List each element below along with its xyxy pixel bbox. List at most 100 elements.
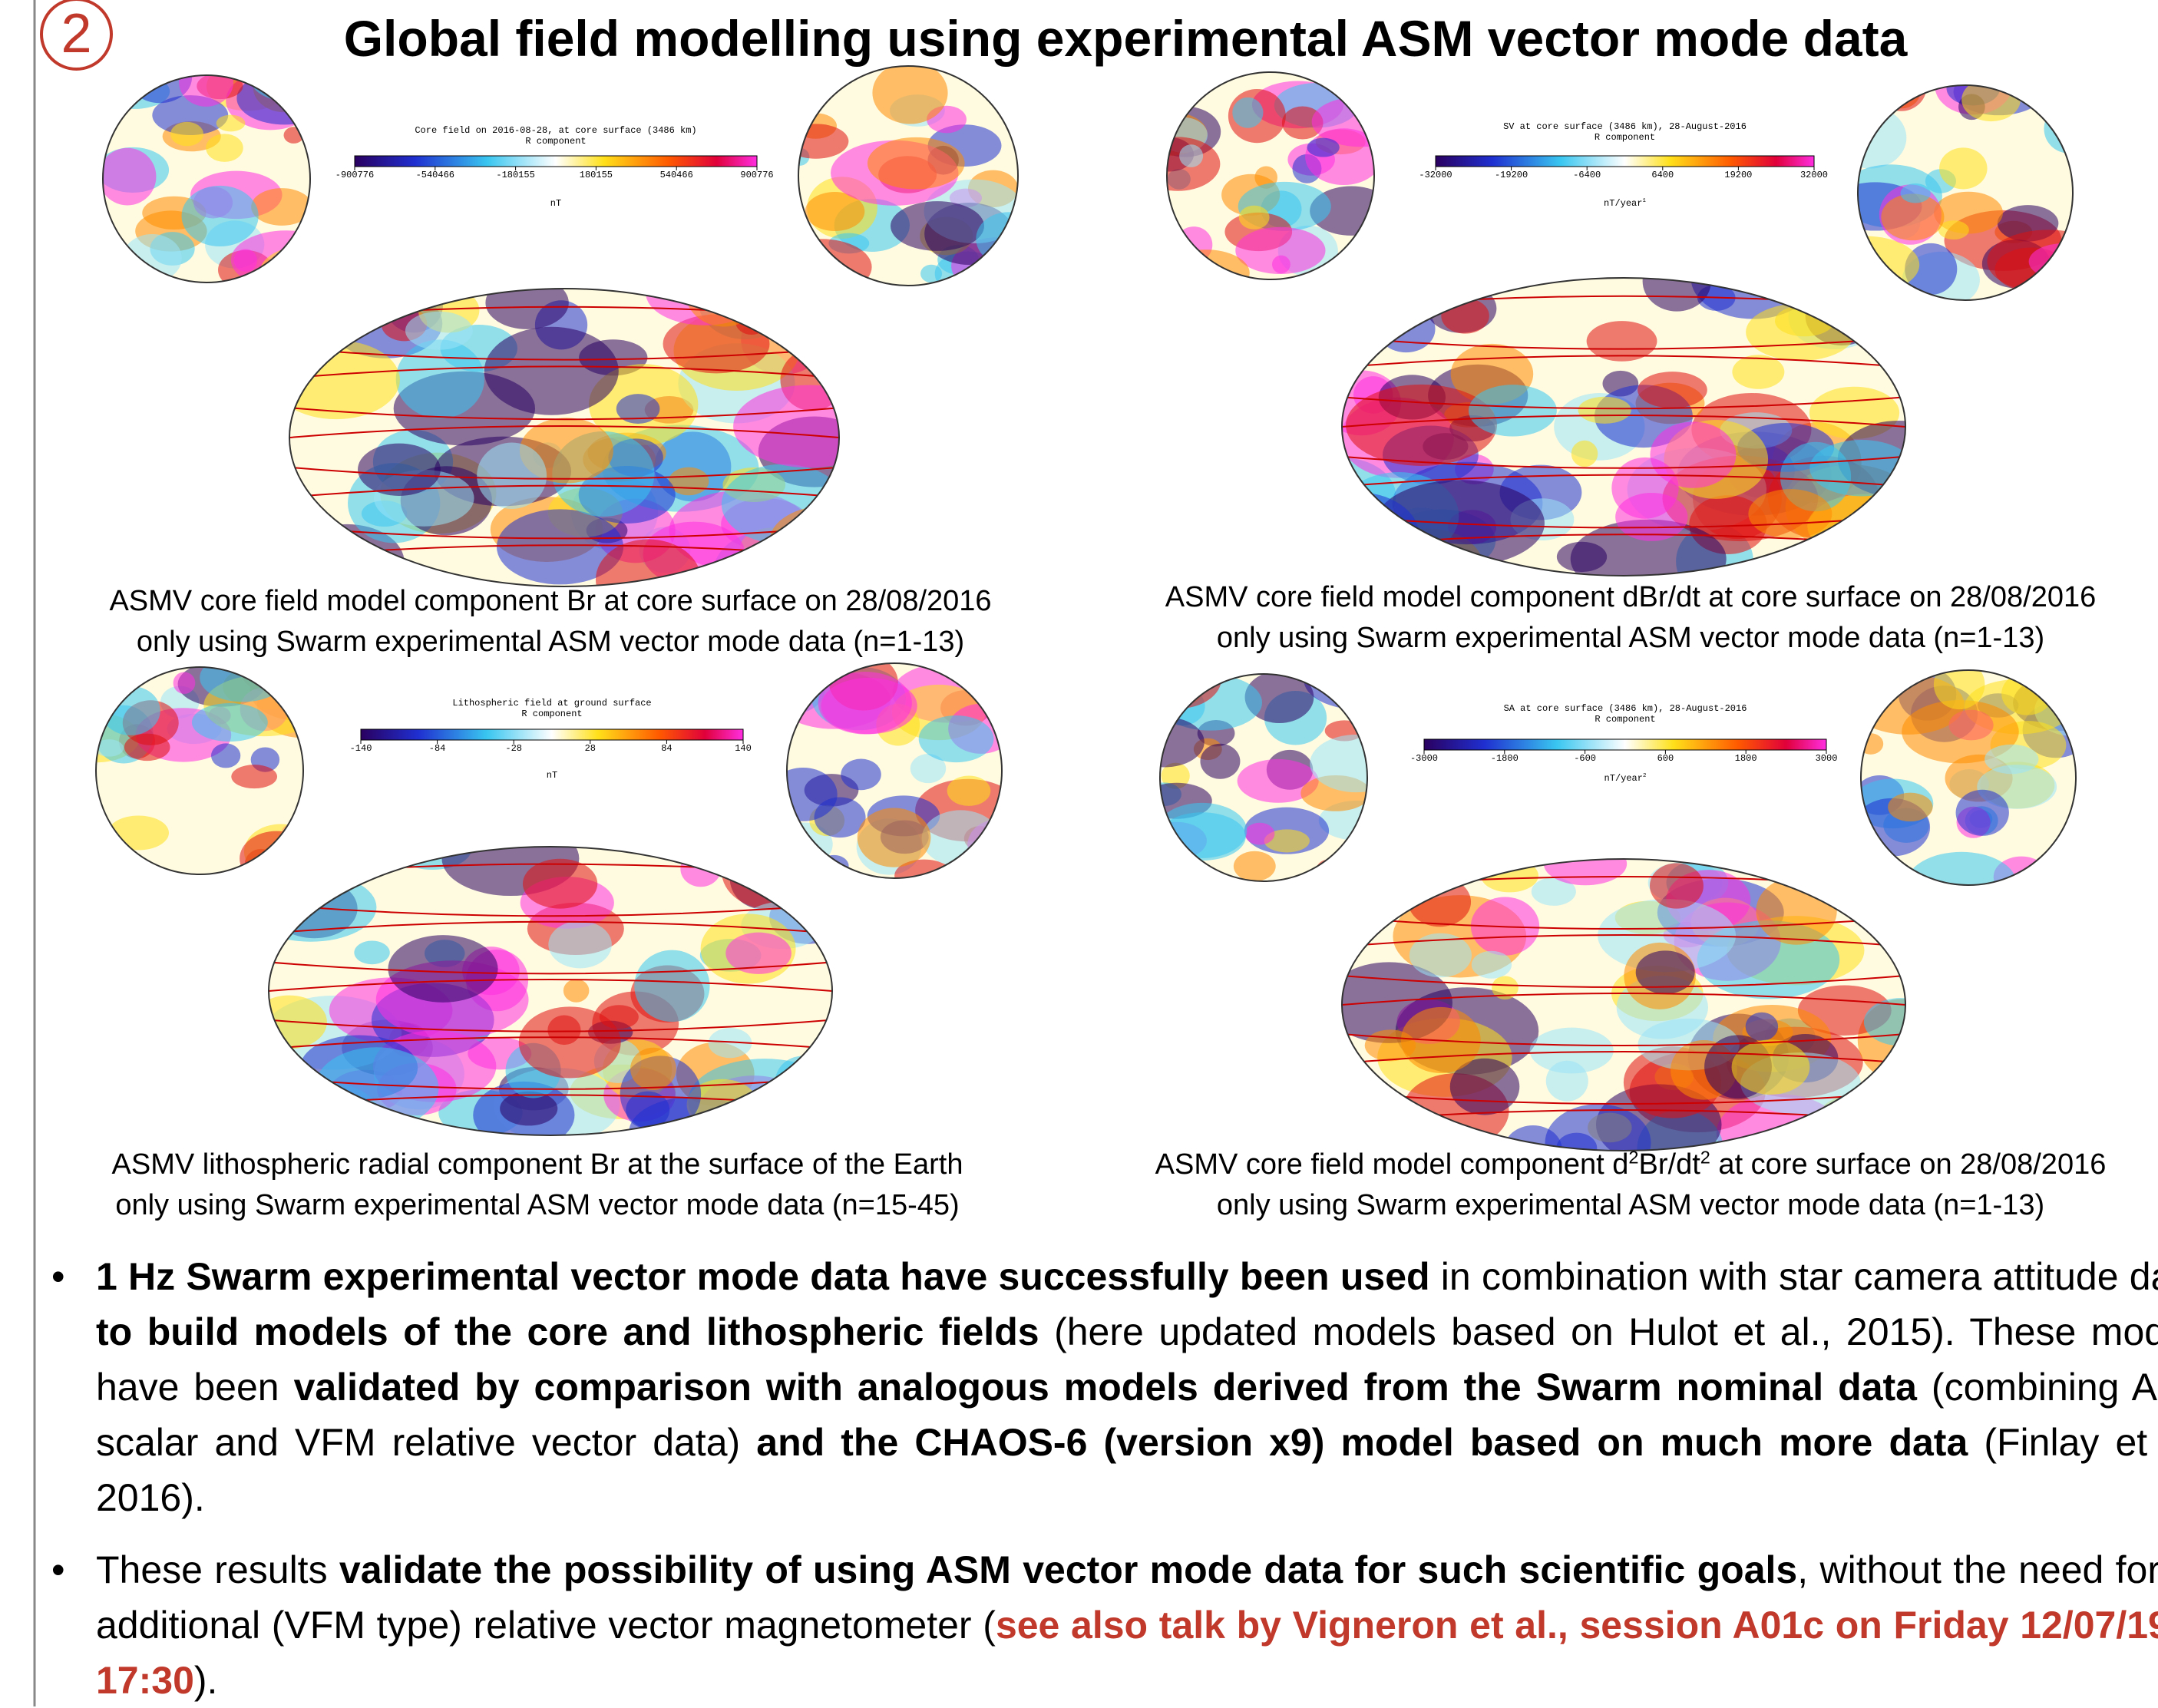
world-map <box>1288 237 1960 609</box>
colorbar-tick-label: -180155 <box>470 170 562 180</box>
text-run: ASMV core field model component Br at co… <box>109 585 991 617</box>
field-blob <box>1900 183 1930 203</box>
field-blob <box>1985 745 2038 774</box>
field-blob <box>388 935 497 1003</box>
field-blob <box>405 312 473 350</box>
field-blob <box>245 873 376 942</box>
field-blob <box>920 265 942 282</box>
field-blob <box>484 327 619 415</box>
text-run: nT/year <box>1604 198 1642 209</box>
field-blob <box>797 1093 854 1132</box>
text-run: only using Swarm experimental ASM vector… <box>1217 622 2044 654</box>
colorbar-tick-label: 32000 <box>1768 170 1860 180</box>
field-blob <box>1809 440 1913 496</box>
colorbar-title: SV at core surface (3486 km), 28-August-… <box>1318 121 1932 143</box>
world-map <box>231 256 887 619</box>
text-run: only using Swarm experimental ASM vector… <box>1217 1189 2044 1221</box>
field-blob <box>1812 236 1919 294</box>
field-blob <box>1746 303 1856 361</box>
field-blob <box>1304 650 1418 710</box>
colorbar-unit: nT/year1 <box>1548 198 1702 209</box>
north-polar-map <box>1125 648 1419 881</box>
south-polar-map <box>1812 57 2109 308</box>
colorbar-unit: nT <box>475 770 629 781</box>
field-blob <box>1956 790 2009 836</box>
field-blob <box>872 61 947 124</box>
colorbar-tick-label: -1800 <box>1459 753 1551 764</box>
colorbar-subtitle: R component <box>1318 714 1932 725</box>
colorbar-tick-label: 3000 <box>1780 753 1872 764</box>
field-blob <box>1888 793 1932 822</box>
south-polar-map <box>762 654 1026 891</box>
colorbar-title: SA at core surface (3486 km), 28-August-… <box>1318 703 1932 725</box>
field-blob <box>1135 137 1221 190</box>
field-blob <box>1858 733 1883 755</box>
poster-title: Global field modelling using experimenta… <box>0 6 2158 71</box>
text-run: in combination with star camera attitude… <box>1430 1255 2158 1298</box>
bullet: These results validate the possibility o… <box>96 1542 2158 1708</box>
field-blob <box>1869 317 1922 359</box>
north-polar-map <box>1129 72 1411 296</box>
field-blob <box>768 263 861 349</box>
field-blob <box>519 1006 621 1078</box>
text-run: validate the possibility of using ASM ve… <box>339 1548 1797 1591</box>
field-blob <box>1200 744 1240 779</box>
field-blob <box>722 464 845 544</box>
caption-line: ASMV core field model component d2Br/dt2… <box>940 1145 2158 1185</box>
field-blob <box>947 775 991 805</box>
field-blob <box>1546 1061 1588 1102</box>
world-map <box>1294 828 1945 1188</box>
south-polar-map <box>771 61 1048 300</box>
caption: ASMV core field model component d2Br/dt2… <box>940 1145 2158 1226</box>
field-blob <box>1756 877 1836 945</box>
field-blob <box>318 1101 385 1149</box>
field-blob <box>2029 243 2101 280</box>
colorbar-tick-label: 540466 <box>630 170 722 180</box>
text-run: nT <box>550 198 561 209</box>
field-blob <box>735 309 767 335</box>
field-blob <box>1334 1092 1405 1133</box>
text-run: ASMV core field model component d <box>1155 1148 1629 1181</box>
colorbar <box>1436 156 1814 167</box>
field-blob <box>351 289 398 321</box>
text-run: Br/dt <box>1639 1148 1700 1181</box>
text-run: nT <box>547 770 557 781</box>
caption-line: only using Swarm experimental ASM vector… <box>940 1185 2158 1226</box>
field-blob <box>630 1048 676 1090</box>
colorbar <box>1424 739 1826 750</box>
field-blob <box>1234 851 1276 881</box>
field-blob <box>733 385 884 468</box>
field-blob <box>1158 675 1262 731</box>
field-blob <box>286 1114 339 1145</box>
text-run: only using Swarm experimental ASM vector… <box>137 626 964 658</box>
field-blob <box>1346 1105 1382 1138</box>
caption: ASMV core field model component dBr/dt a… <box>940 577 2158 659</box>
field-blob <box>1472 951 1512 979</box>
field-blob <box>775 1056 830 1108</box>
text-run: only using Swarm experimental ASM vector… <box>115 1189 959 1221</box>
field-blob <box>1481 859 1538 893</box>
field-blob <box>867 137 965 190</box>
colorbar-subtitle: R component <box>245 709 859 719</box>
colorbar-unit: nT <box>479 198 633 209</box>
field-blob <box>1293 492 1419 576</box>
field-blob <box>1571 441 1598 467</box>
field-blob <box>919 715 994 762</box>
field-blob <box>771 239 872 295</box>
text-run: to build models of the core and lithosph… <box>96 1310 1039 1353</box>
field-blob <box>315 1047 439 1129</box>
field-blob <box>1638 372 1707 408</box>
field-blob <box>523 859 597 909</box>
field-blob <box>1125 717 1205 768</box>
field-blob <box>1732 355 1784 389</box>
field-blob <box>211 743 240 768</box>
text-run: 2 <box>1643 773 1646 779</box>
field-blob <box>722 833 824 910</box>
colorbar-tick-label: -540466 <box>389 170 481 180</box>
field-blob <box>818 74 839 93</box>
field-blob <box>1866 97 1885 116</box>
colorbar-title-line: SA at core surface (3486 km), 28-August-… <box>1318 703 1932 714</box>
field-blob <box>770 505 887 575</box>
field-blob <box>634 950 709 1022</box>
colorbar-title-line: Lithospheric field at ground surface <box>245 698 859 709</box>
